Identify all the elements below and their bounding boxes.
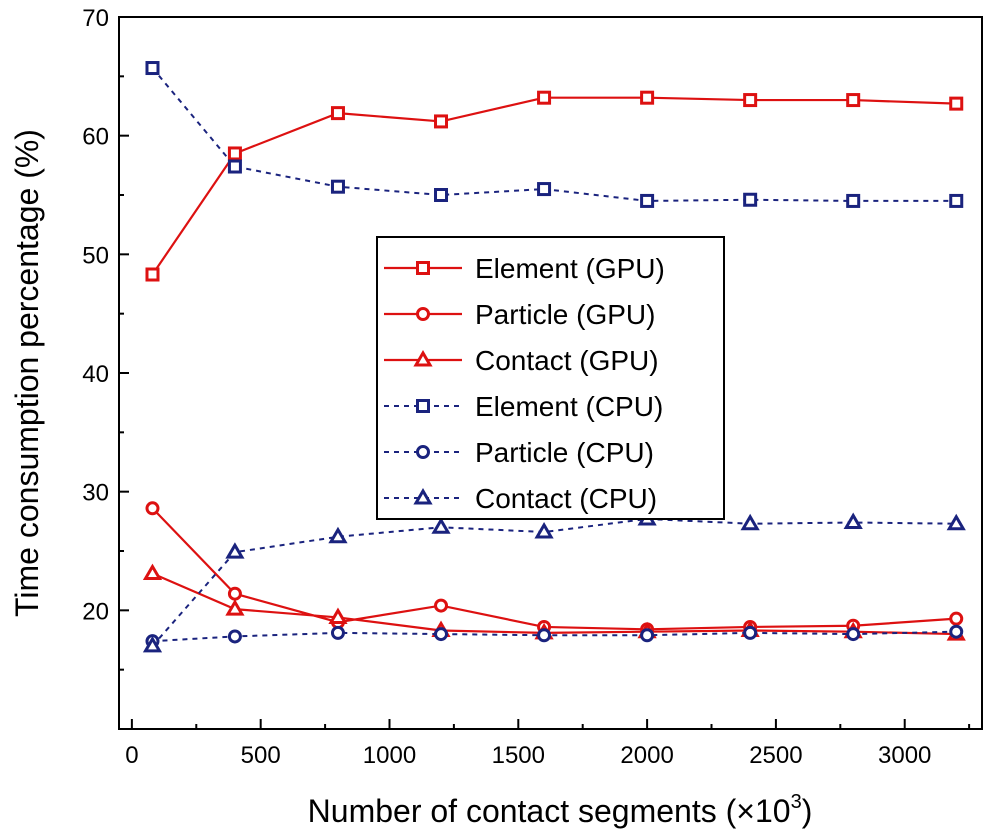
series-line bbox=[151, 517, 957, 647]
y-tick-label-50: 50 bbox=[82, 242, 109, 269]
legend-marker bbox=[416, 307, 430, 321]
data-point bbox=[434, 627, 449, 642]
data-point bbox=[142, 563, 163, 581]
data-point bbox=[330, 179, 345, 194]
x-axis-title-sup: 3 bbox=[791, 791, 802, 813]
data-point bbox=[537, 628, 552, 643]
data-point bbox=[227, 629, 242, 644]
legend-marker bbox=[416, 399, 430, 413]
data-point bbox=[145, 267, 160, 282]
x-axis-title-main: Number of contact segments (×10 bbox=[308, 793, 791, 829]
x-tick-label-3000: 3000 bbox=[878, 742, 931, 769]
data-point bbox=[330, 625, 345, 640]
legend-marker bbox=[413, 350, 433, 367]
series-element-cpu bbox=[145, 61, 964, 208]
data-point bbox=[640, 193, 655, 208]
y-tick-label-40: 40 bbox=[82, 361, 109, 388]
legend-marker bbox=[416, 261, 430, 275]
data-point bbox=[534, 522, 554, 539]
series-element-gpu bbox=[145, 90, 964, 282]
data-point bbox=[330, 106, 345, 121]
data-point bbox=[142, 635, 163, 653]
data-point bbox=[227, 586, 242, 601]
legend: Element (GPU) Particle (GPU) Contact (GPU)… bbox=[376, 236, 725, 520]
legend-item: Element (CPU) bbox=[384, 391, 663, 422]
legend-item: Particle (CPU) bbox=[384, 437, 654, 468]
legend-marker bbox=[413, 488, 433, 505]
legend-item: Particle (GPU) bbox=[384, 299, 655, 330]
legend-item: Element (GPU) bbox=[384, 253, 665, 284]
data-point bbox=[434, 114, 449, 129]
series-contact-cpu bbox=[142, 508, 966, 653]
x-tick-label-2000: 2000 bbox=[620, 742, 673, 769]
data-point bbox=[225, 599, 245, 616]
legend-label: Particle (GPU) bbox=[475, 299, 655, 330]
series-particle-cpu bbox=[145, 624, 964, 649]
data-point bbox=[949, 96, 964, 111]
data-point bbox=[743, 93, 758, 108]
data-point bbox=[846, 627, 861, 642]
x-axis-title-close: ) bbox=[802, 793, 813, 829]
data-point bbox=[846, 93, 861, 108]
data-point bbox=[846, 193, 861, 208]
x-tick-label-1000: 1000 bbox=[363, 742, 416, 769]
data-point bbox=[740, 513, 760, 531]
data-point bbox=[227, 146, 242, 161]
data-point bbox=[434, 188, 449, 202]
legend-label: Contact (CPU) bbox=[475, 483, 657, 514]
data-point bbox=[145, 61, 160, 76]
x-tick-label-500: 500 bbox=[241, 742, 281, 769]
data-point bbox=[743, 625, 758, 640]
x-axis-title: Number of contact segments (×103) bbox=[308, 791, 813, 829]
legend-item: Contact (CPU) bbox=[384, 483, 657, 514]
data-point bbox=[640, 90, 655, 105]
legend-label: Contact (GPU) bbox=[475, 345, 659, 376]
series-layer bbox=[142, 61, 966, 653]
legend-item: Contact (GPU) bbox=[384, 345, 659, 376]
data-point bbox=[640, 628, 655, 643]
data-point bbox=[431, 517, 451, 534]
x-tick-label-2500: 2500 bbox=[749, 742, 802, 769]
legend-box bbox=[376, 236, 725, 520]
data-point bbox=[145, 501, 160, 516]
y-tick-label-20: 20 bbox=[82, 598, 109, 625]
data-point bbox=[227, 159, 242, 174]
y-axis-title: Time consumption percentage (%) bbox=[9, 129, 45, 617]
legend-marker bbox=[416, 445, 430, 459]
legend-label: Element (CPU) bbox=[475, 391, 663, 422]
x-tick-label-1500: 1500 bbox=[492, 742, 545, 769]
data-point bbox=[328, 607, 348, 624]
y-tick-label-70: 70 bbox=[82, 5, 109, 32]
data-point bbox=[225, 542, 245, 559]
data-point bbox=[328, 526, 348, 544]
series-line bbox=[151, 67, 957, 202]
x-tick-label-0: 0 bbox=[125, 742, 138, 769]
y-tick-label-30: 30 bbox=[82, 480, 109, 507]
data-point bbox=[949, 611, 964, 626]
data-point bbox=[537, 90, 552, 105]
data-point bbox=[949, 624, 964, 639]
y-tick-label-60: 60 bbox=[82, 124, 109, 151]
data-point bbox=[843, 512, 863, 530]
legend-label: Particle (CPU) bbox=[475, 437, 654, 468]
data-point bbox=[946, 513, 966, 531]
legend-label: Element (GPU) bbox=[475, 253, 665, 284]
axis-ticks: 0 500 1000 1500 2000 2500 3000 20 30 40 50 60 70 bbox=[82, 5, 971, 769]
data-point bbox=[434, 598, 449, 613]
data-point bbox=[949, 193, 964, 208]
data-point bbox=[743, 192, 758, 207]
data-point bbox=[537, 182, 552, 197]
